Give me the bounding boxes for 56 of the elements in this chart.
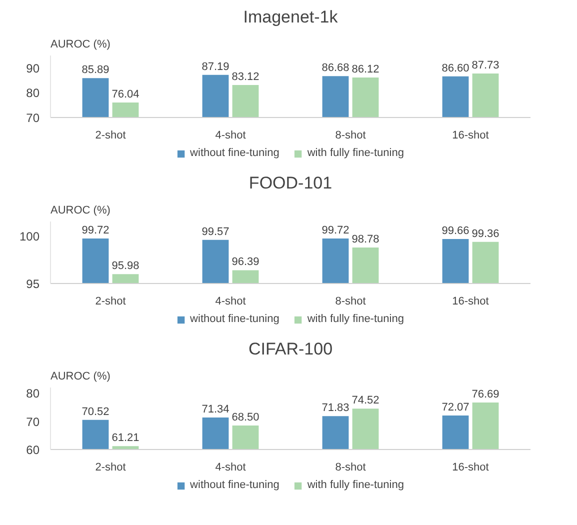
- legend-label: with fully fine-tuning: [307, 147, 404, 159]
- legend-label: without fine-tuning: [190, 147, 280, 159]
- x-tick-label: 8-shot: [335, 296, 366, 308]
- chart-title: FOOD-101: [248, 174, 332, 192]
- data-label: 68.50: [232, 412, 260, 424]
- data-label: 83.12: [232, 70, 260, 83]
- chart-title: Imagenet-1k: [243, 8, 338, 26]
- x-tick-label: 16-shot: [452, 296, 489, 308]
- y-tick-label: 80: [26, 86, 40, 100]
- y-tick-label: 100: [19, 229, 40, 244]
- data-label: 76.69: [472, 388, 500, 400]
- legend-label: with fully fine-tuning: [307, 479, 404, 491]
- data-label: 72.07: [442, 401, 470, 414]
- data-label: 85.89: [82, 64, 110, 76]
- x-tick-label: 4-shot: [215, 130, 246, 142]
- data-label: 99.72: [82, 224, 110, 236]
- x-tick-label: 16-shot: [452, 130, 489, 142]
- data-label: 99.72: [322, 224, 350, 236]
- y-axis-title: AUROC (%): [50, 204, 110, 216]
- data-label: 71.83: [322, 402, 350, 414]
- data-label: 71.34: [202, 404, 230, 416]
- y-tick-label: 95: [26, 277, 40, 291]
- x-tick-label: 2-shot: [95, 130, 126, 142]
- data-label: 96.39: [232, 256, 260, 268]
- data-label: 98.78: [352, 233, 380, 246]
- data-label: 76.04: [112, 88, 140, 101]
- y-tick-label: 90: [26, 61, 40, 76]
- y-axis-title: AUROC (%): [50, 370, 110, 382]
- data-label: 70.52: [82, 406, 110, 418]
- data-label: 61.21: [112, 432, 140, 444]
- x-tick-label: 4-shot: [215, 296, 246, 308]
- y-tick-label: 60: [26, 443, 40, 457]
- data-label: 95.98: [112, 260, 140, 272]
- data-label: 86.60: [442, 62, 470, 74]
- data-label: 99.36: [472, 228, 500, 240]
- y-tick-label: 70: [26, 414, 40, 429]
- data-label: 99.57: [202, 226, 230, 238]
- data-label: 87.73: [472, 60, 500, 72]
- x-tick-label: 2-shot: [95, 296, 126, 308]
- legend-label: without fine-tuning: [190, 479, 280, 491]
- x-tick-label: 2-shot: [95, 462, 126, 474]
- chart-title: CIFAR-100: [248, 340, 333, 358]
- data-label: 74.52: [352, 394, 380, 407]
- y-tick-label: 80: [26, 386, 40, 401]
- legend-label: without fine-tuning: [190, 313, 280, 325]
- y-tick-label: 70: [26, 111, 40, 125]
- data-label: 86.68: [322, 62, 350, 74]
- data-label: 99.66: [442, 225, 470, 238]
- legend-label: with fully fine-tuning: [307, 313, 404, 325]
- y-axis-title: AUROC (%): [50, 38, 110, 50]
- x-tick-label: 8-shot: [335, 462, 366, 474]
- data-label: 86.12: [352, 64, 380, 76]
- x-tick-label: 16-shot: [452, 462, 489, 474]
- data-label: 87.19: [202, 60, 230, 73]
- x-tick-label: 8-shot: [335, 130, 366, 142]
- x-tick-label: 4-shot: [215, 462, 246, 474]
